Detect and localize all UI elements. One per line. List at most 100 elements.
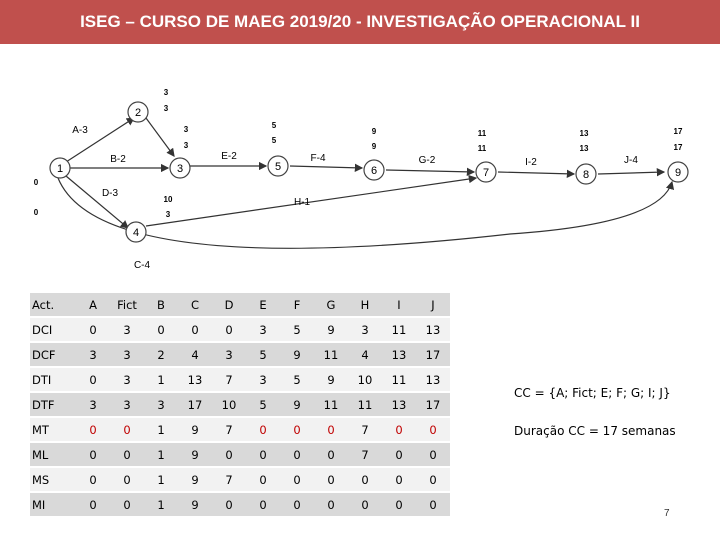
table-cell: 0 <box>110 491 144 516</box>
table-cell: 17 <box>178 391 212 417</box>
table-cell: 0 <box>76 416 110 442</box>
table-cell: 17 <box>416 341 450 367</box>
node-6-early-time: 9 <box>372 127 377 136</box>
table-cell: 4 <box>178 341 212 367</box>
node-3-label: 3 <box>177 163 183 175</box>
table-cell: 7 <box>348 441 382 467</box>
table-cell: 9 <box>280 391 314 417</box>
arrow-g <box>385 167 476 177</box>
node-3 <box>169 157 191 179</box>
table-cell: 11 <box>382 366 416 392</box>
node-1-label: 1 <box>57 163 63 175</box>
table-cell: 0 <box>382 466 416 492</box>
node-9-early-time: 17 <box>674 127 683 136</box>
table-cell: 0 <box>76 316 110 342</box>
page-title: ISEG – CURSO DE MAEG 2019/20 - INVESTIGA… <box>80 12 640 31</box>
table-cell: 0 <box>382 491 416 516</box>
table-cell: 7 <box>348 416 382 442</box>
table-cell: 0 <box>212 316 246 342</box>
table-cell: 1 <box>144 466 178 492</box>
table-cell: 9 <box>314 366 348 392</box>
activity-label-e: E-2 <box>221 151 237 162</box>
table-cell: 5 <box>246 391 280 417</box>
table-cell: 3 <box>246 316 280 342</box>
table-cell: 3 <box>144 391 178 417</box>
arrow-c <box>57 177 675 249</box>
table-header-cell: A <box>76 293 110 317</box>
table-cell: 0 <box>76 466 110 492</box>
node-8-late-time: 13 <box>580 144 589 153</box>
page-number: 7 <box>664 508 670 519</box>
table-cell: 0 <box>314 416 348 442</box>
table-cell: 0 <box>110 416 144 442</box>
table-cell: 0 <box>178 316 212 342</box>
table-cell: 11 <box>314 341 348 367</box>
table-cell: 13 <box>416 366 450 392</box>
table-cell: 9 <box>178 466 212 492</box>
table-cell: 0 <box>382 441 416 467</box>
table-cell: 13 <box>382 391 416 417</box>
table-cell: 5 <box>280 316 314 342</box>
node-5-early-time: 5 <box>272 121 277 130</box>
table-cell: 0 <box>144 316 178 342</box>
arrow-d <box>65 175 129 229</box>
table-cell: 7 <box>212 466 246 492</box>
table-cell: 11 <box>348 391 382 417</box>
table-cell: 9 <box>280 341 314 367</box>
table-cell: 0 <box>246 491 280 516</box>
table-cell: 4 <box>348 341 382 367</box>
activity-label-d: D-3 <box>102 188 119 199</box>
table-header-cell: D <box>212 293 246 317</box>
table-cell: 0 <box>246 441 280 467</box>
table-cell: 0 <box>416 441 450 467</box>
table-header-cell: Fict <box>110 293 144 317</box>
arrow-h <box>145 174 478 227</box>
table-cell: 3 <box>246 366 280 392</box>
activity-label-i: I-2 <box>525 157 537 168</box>
table-cell: 5 <box>280 366 314 392</box>
row-label: MS <box>30 466 76 492</box>
start-late-time: 0 <box>34 208 39 217</box>
table-cell: 5 <box>246 341 280 367</box>
table-cell: 10 <box>348 366 382 392</box>
node-5-late-time: 5 <box>272 136 277 145</box>
table-cell: 0 <box>76 441 110 467</box>
table-cell: 0 <box>416 466 450 492</box>
table-header-cell: G <box>314 293 348 317</box>
table-cell: 3 <box>110 316 144 342</box>
table-header-cell: E <box>246 293 280 317</box>
table-cell: 13 <box>178 366 212 392</box>
table-cell: 1 <box>144 366 178 392</box>
activity-label-a: A-3 <box>72 125 88 136</box>
node-4 <box>125 221 147 243</box>
table-cell: 0 <box>212 491 246 516</box>
table-cell: 0 <box>314 466 348 492</box>
node-4-early-time: 10 <box>164 195 173 204</box>
table-header-cell: H <box>348 293 382 317</box>
table-row: DCF 3 3 2 4 3 5 9 11 4 13 17 <box>30 341 450 367</box>
activity-label-g: G-2 <box>419 155 436 166</box>
project-network-diagram: 1 2 3 4 5 6 7 8 9 0 0 3 3 3 3 10 3 5 5 9… <box>34 88 689 271</box>
table-row: MI 0 0 1 9 0 0 0 0 0 0 0 <box>30 491 450 516</box>
node-6-late-time: 9 <box>372 142 377 151</box>
table-cell: 9 <box>178 441 212 467</box>
arrow-a <box>65 117 136 163</box>
activity-label-f: F-4 <box>311 153 326 164</box>
activity-label-b: B-2 <box>110 154 126 165</box>
node-3-late-time: 3 <box>184 141 189 150</box>
node-5 <box>267 155 289 177</box>
node-9 <box>667 161 689 183</box>
node-5-label: 5 <box>275 161 281 173</box>
table-cell: 7 <box>212 416 246 442</box>
table-cell: 3 <box>76 341 110 367</box>
activity-times-table: Act. A Fict B C D E F G H I J DCI 0 3 0 0 0 3 5 9 3 11 13 DCF 3 3 2… <box>30 293 450 516</box>
table-header-cell: J <box>416 293 450 317</box>
table-row: ML 0 0 1 9 0 0 0 0 7 0 0 <box>30 441 450 467</box>
node-8 <box>575 163 597 185</box>
table-row: DCI 0 3 0 0 0 3 5 9 3 11 13 <box>30 316 450 342</box>
table-cell: 3 <box>110 341 144 367</box>
table-cell: 0 <box>110 466 144 492</box>
table-header-row: Act. A Fict B C D E F G H I J <box>30 293 450 317</box>
row-label: MI <box>30 491 76 516</box>
table-row: MT 0 0 1 9 7 0 0 0 7 0 0 <box>30 416 450 442</box>
